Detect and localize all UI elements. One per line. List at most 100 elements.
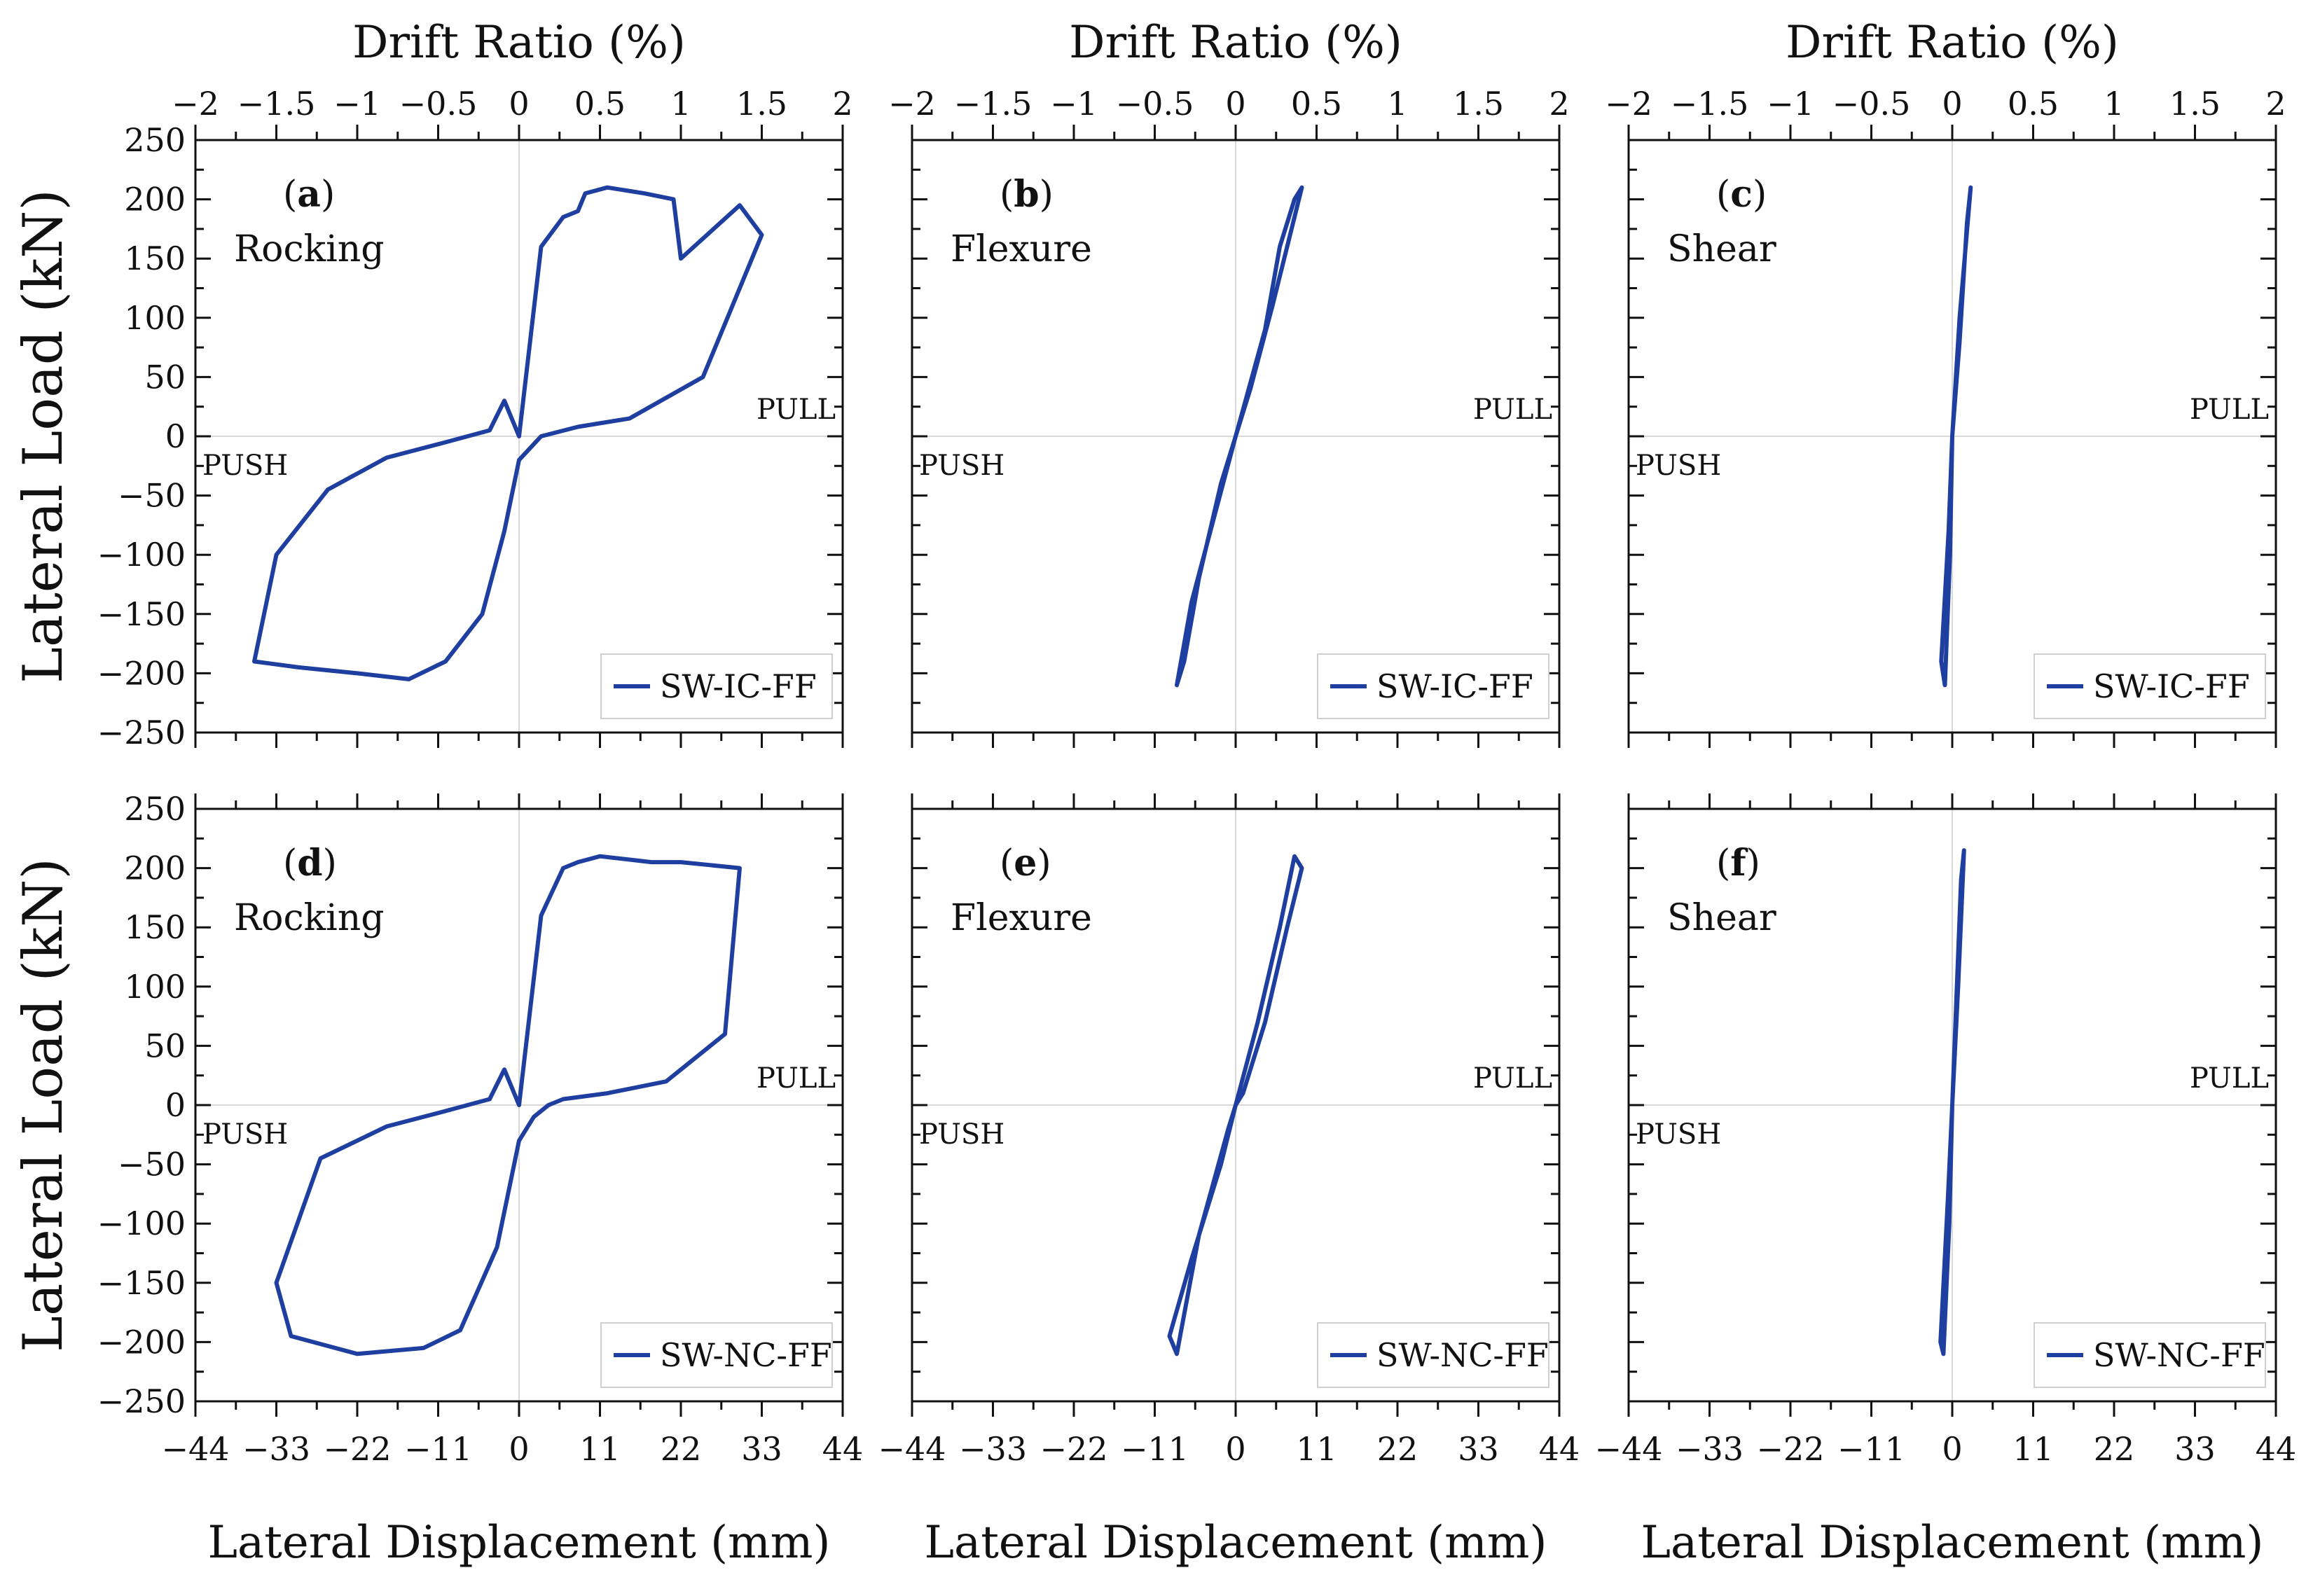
panel-b-push-label: PUSH: [919, 450, 1004, 482]
panel-d-xtick-label: −33: [242, 1430, 310, 1468]
panel-d-frame: [194, 807, 844, 1403]
panel-f-xtick-label: 33: [2174, 1430, 2216, 1468]
panel-e-xtick-label: 33: [1458, 1430, 1499, 1468]
panel-c-frame: [1627, 139, 2277, 734]
panel-d-push-label: PUSH: [202, 1118, 288, 1151]
y-axis-title-row1: Lateral Load (kN): [12, 189, 75, 683]
panel-a-ytick-label: −200: [97, 654, 186, 692]
panel-d-ytick-label: −200: [97, 1323, 186, 1361]
panel-c-x2tick-label: −1: [1767, 85, 1814, 123]
panel-f-panel-label: (f): [1716, 842, 1760, 884]
panel-d-ytick-label: 150: [124, 908, 186, 946]
panel-e-xtick-label: 22: [1377, 1430, 1418, 1468]
panel-f-push-label: PUSH: [1636, 1118, 1721, 1151]
panel-a-x2tick-label: −2: [172, 85, 219, 123]
panel-b-x2tick-label: 1.5: [1453, 85, 1504, 123]
panel-b-x2tick-label: −1: [1050, 85, 1098, 123]
panel-f-xtick-label: −22: [1756, 1430, 1824, 1468]
panel-d-ytick-label: 100: [124, 968, 186, 1006]
panel-e-series-line: [1167, 854, 1304, 1356]
panel-e: −44 −33 −22 −11 0 11 22 33 44 (e) Flexure PULL PUSH S…: [878, 793, 1580, 1468]
panel-a-ytick-label: 50: [144, 358, 186, 396]
bottom-axis-title-col1: Lateral Displacement (mm): [208, 1517, 831, 1569]
panel-d-ytick-label: −150: [97, 1264, 186, 1302]
panel-a-ytick-label: 0: [165, 417, 186, 455]
panel-a-push-label: PUSH: [202, 450, 288, 482]
panel-b-x2tick-label: −0.5: [1116, 85, 1194, 123]
panel-d-xtick-label: 44: [822, 1430, 864, 1468]
panel-c-x2tick-label: 1: [2104, 85, 2124, 123]
panel-b-x2tick-label: 2: [1549, 85, 1569, 123]
panel-f-xtick-label: 11: [2012, 1430, 2054, 1468]
panel-d-ytick-label: 50: [144, 1027, 186, 1064]
panel-d-panel-label: (d): [283, 842, 337, 884]
panel-e-xtick-label: −33: [959, 1430, 1027, 1468]
panel-a-frame: [194, 139, 844, 734]
panel-e-frame: [911, 807, 1561, 1403]
panel-b-x2tick-label: −1.5: [954, 85, 1033, 123]
panel-e-xtick-label: −22: [1040, 1430, 1107, 1468]
panel-c-x2tick-label: 1.5: [2169, 85, 2221, 123]
panel-d-xtick-label: −44: [161, 1430, 229, 1468]
panel-a: 250 200 150 100 50 0 −50 −100 −150 −200 −250 −2 −1.5…: [97, 85, 853, 751]
top-axis-title-col2: Drift Ratio (%): [1069, 17, 1402, 69]
panel-d-xtick-label: −22: [323, 1430, 391, 1468]
panel-f-mechanism-label: Shear: [1667, 897, 1776, 939]
bottom-axis-title-col2: Lateral Displacement (mm): [925, 1517, 1547, 1569]
panel-b-x2tick-label: 0: [1225, 85, 1245, 123]
panel-b-panel-label: (b): [1000, 173, 1054, 216]
panel-d-mechanism-label: Rocking: [234, 897, 385, 939]
panel-a-x2tick-label: 1.5: [736, 85, 787, 123]
panel-a-legend-label: SW-IC-FF: [660, 667, 817, 705]
panel-d-ytick-label: −250: [97, 1382, 186, 1420]
panel-a-x2tick-label: −1.5: [237, 85, 316, 123]
y-axis-title-row2: Lateral Load (kN): [12, 858, 75, 1352]
top-axis-title-col3: Drift Ratio (%): [1786, 17, 2119, 69]
panel-d-xtick-label: 0: [509, 1430, 529, 1468]
panel-d-ytick-label: 0: [165, 1086, 186, 1124]
panel-c-x2tick-label: −2: [1605, 85, 1652, 123]
panel-a-series-line: [252, 185, 764, 681]
panel-c-mechanism-label: Shear: [1667, 228, 1776, 270]
panel-d-ytick-label: −100: [97, 1205, 186, 1242]
panel-d-legend-label: SW-NC-FF: [660, 1336, 832, 1374]
panel-d-xtick-label: 22: [661, 1430, 702, 1468]
panel-c: −2 −1.5 −1 −0.5 0 0.5 1 1.5 2 (c) Shear PULL PUSH SW-…: [1605, 85, 2286, 748]
top-axis-title-col1: Drift Ratio (%): [352, 17, 686, 69]
panel-c-push-label: PUSH: [1636, 450, 1721, 482]
bottom-axis-title-col3: Lateral Displacement (mm): [1641, 1517, 2264, 1569]
panel-b-pull-label: PULL: [1473, 394, 1552, 426]
panel-f-series-line: [1938, 848, 1966, 1356]
panel-a-mechanism-label: Rocking: [234, 228, 385, 270]
panel-b-frame: [911, 139, 1561, 734]
panel-e-xtick-label: 11: [1296, 1430, 1337, 1468]
panel-d-ytick-label: 200: [124, 849, 186, 887]
panel-a-x2tick-label: 0: [509, 85, 529, 123]
panel-d-pull-label: PULL: [757, 1062, 836, 1095]
panel-c-x2tick-label: −0.5: [1832, 85, 1911, 123]
panel-a-ytick-label: 150: [124, 240, 186, 277]
panel-a-panel-label: (a): [283, 173, 335, 216]
panel-b-mechanism-label: Flexure: [951, 228, 1092, 270]
panel-d-xtick-label: 11: [579, 1430, 621, 1468]
panel-f-xtick-label: −44: [1594, 1430, 1662, 1468]
panel-a-x2tick-label: −1: [333, 85, 381, 123]
panel-c-x2tick-label: 2: [2265, 85, 2286, 123]
panel-e-pull-label: PULL: [1473, 1062, 1552, 1095]
panel-a-ytick-label: −50: [118, 477, 186, 515]
panel-d-ytick-label: −50: [118, 1146, 186, 1184]
panel-c-x2tick-label: 0.5: [2008, 85, 2059, 123]
panel-c-panel-label: (c): [1716, 173, 1767, 216]
panel-a-ytick-label: −250: [97, 714, 186, 751]
panel-b-series-line: [1175, 185, 1304, 688]
panel-e-push-label: PUSH: [919, 1118, 1004, 1151]
panel-e-panel-label: (e): [1000, 842, 1051, 884]
panel-d: 250 200 150 100 50 0 −50 −100 −150 −200 −250 −44 −33…: [97, 790, 864, 1468]
panel-e-legend-label: SW-NC-FF: [1376, 1336, 1549, 1374]
panel-a-pull-label: PULL: [757, 394, 836, 426]
panel-e-xtick-label: 44: [1539, 1430, 1580, 1468]
panel-c-series-line: [1939, 185, 1973, 688]
panel-a-x2tick-label: 1: [670, 85, 691, 123]
panel-e-xtick-label: 0: [1225, 1430, 1245, 1468]
panel-b-x2tick-label: 0.5: [1291, 85, 1342, 123]
